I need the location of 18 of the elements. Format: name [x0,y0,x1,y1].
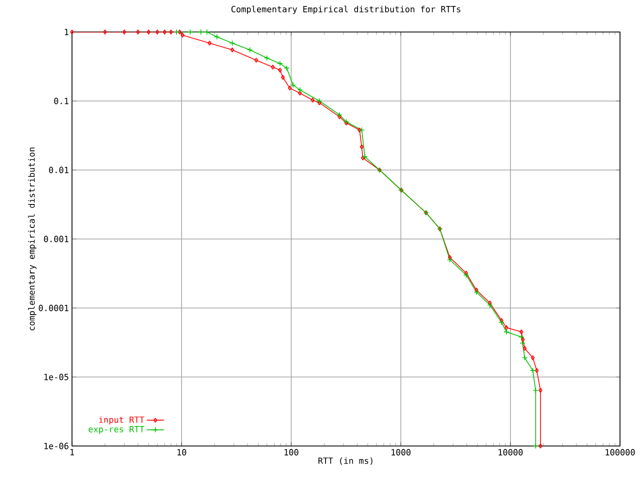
legend-label: exp-res RTT [88,426,144,434]
legend-label: input RTT [99,416,144,425]
x-tick-label: 100 [284,449,298,456]
y-tick-label: 0.001 [44,236,68,242]
x-tick-label: 1 [70,449,74,456]
y-tick-label: 0.0001 [38,304,68,312]
y-tick-label: 1e-06 [44,442,68,450]
x-tick-label: 10000 [498,449,523,456]
y-tick-label: 0.1 [54,98,68,104]
x-axis-title: RTT (in ms) [318,457,372,465]
x-tick-label: 10 [178,449,186,456]
y-tick-label: 0.01 [49,166,68,174]
chart-title: Complementary Empirical distribution for RTTs [231,6,460,14]
x-tick-label: 1000 [392,449,410,456]
y-axis-title: complementary empirical distribution [28,148,36,330]
x-tick-label: 100000 [606,449,635,456]
y-tick-label: 1e-05 [44,374,68,380]
y-tick-label: 1 [64,28,68,36]
